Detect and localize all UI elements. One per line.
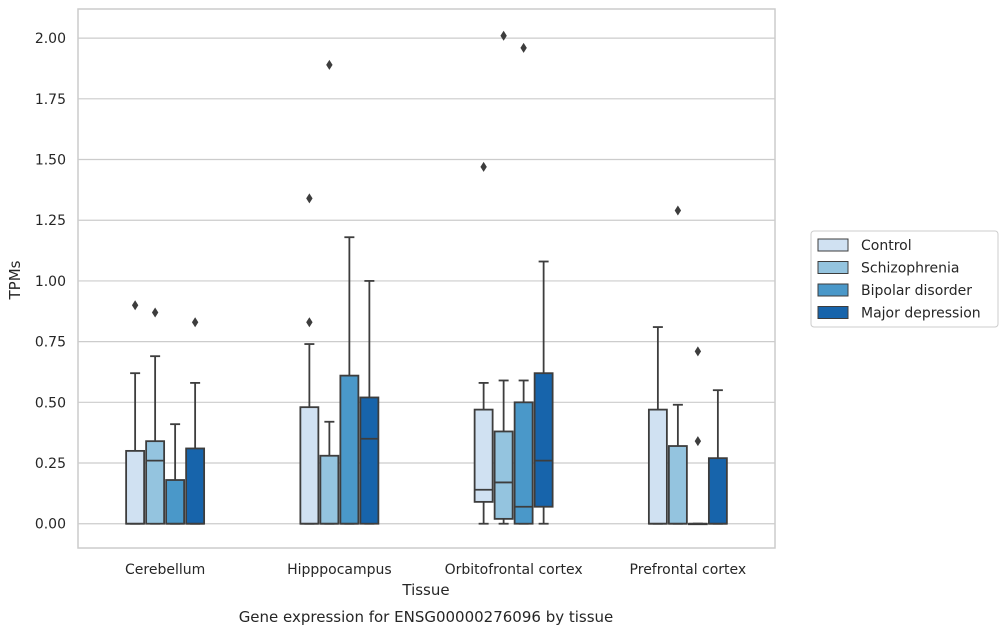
box (125, 449, 146, 525)
outlier-marker (520, 42, 527, 53)
box (299, 406, 320, 525)
x-axis-label: Tissue (401, 581, 449, 599)
legend: Control Schizophrenia Bipolar disorder Majo… (810, 230, 999, 328)
plot-boxes (125, 30, 728, 526)
box (667, 445, 688, 525)
box-group (647, 326, 668, 525)
box-group (339, 236, 360, 525)
outlier-marker (480, 161, 487, 172)
y-tick-label: 2.00 (35, 31, 66, 47)
legend-frame (810, 230, 999, 328)
box (493, 430, 514, 520)
chart-caption: Gene expression for ENSG00000276096 by t… (239, 608, 614, 626)
outlier-marker (326, 59, 333, 70)
outlier-marker (500, 30, 507, 41)
outlier-marker (694, 436, 702, 447)
y-tick-label: 1.75 (35, 92, 66, 108)
box (339, 374, 360, 525)
box-group (493, 30, 514, 525)
outlier-marker (151, 307, 159, 318)
x-tick-label: Prefrontal cortex (630, 562, 747, 578)
outlier-marker (694, 346, 702, 357)
box-group (687, 346, 708, 526)
box-group (145, 307, 166, 525)
box-group (667, 205, 688, 525)
box (473, 408, 494, 503)
y-tick-label: 1.50 (35, 153, 66, 169)
box-group (707, 389, 728, 525)
legend-label: Major depression (861, 306, 981, 322)
legend-swatch (817, 238, 849, 252)
y-tick-label: 0.00 (35, 517, 66, 533)
legend-label: Control (861, 238, 912, 254)
legend-label: Schizophrenia (861, 261, 959, 277)
box (513, 401, 534, 525)
box-group (533, 260, 554, 525)
plot-frame (77, 8, 776, 549)
legend-swatch (817, 261, 849, 274)
box-group (185, 317, 206, 525)
box-group (299, 193, 320, 525)
outlier-marker (674, 205, 682, 216)
box (647, 408, 668, 525)
box-group (359, 280, 380, 525)
y-axis-label: TPMs (6, 260, 24, 300)
box-group (473, 161, 494, 525)
outlier-marker (131, 300, 139, 311)
box (533, 372, 554, 508)
y-axis-ticks: 0.00 0.25 0.50 0.75 1.00 1.25 1.50 1.75 2.00 (35, 31, 66, 533)
y-tick-label: 1.00 (35, 274, 66, 290)
box (319, 454, 340, 525)
x-tick-label: Cerebellum (125, 562, 205, 578)
box-group (125, 300, 146, 525)
box-group (513, 42, 534, 525)
x-tick-label: Orbitofrontal cortex (445, 562, 583, 578)
legend-swatch (817, 306, 849, 319)
box (359, 396, 380, 525)
outlier-marker (306, 193, 313, 204)
outlier-marker (306, 317, 313, 328)
x-axis-ticks: Cerebellum Hipppocampus Orbitofrontal cort… (125, 562, 746, 578)
box (707, 457, 728, 525)
box (185, 447, 206, 525)
y-tick-label: 0.50 (35, 395, 66, 411)
y-tick-label: 0.25 (35, 456, 66, 472)
box-group (319, 59, 340, 525)
y-tick-label: 0.75 (35, 335, 66, 351)
legend-swatch (817, 283, 849, 297)
legend-label: Bipolar disorder (861, 283, 972, 299)
box-group (165, 423, 186, 525)
x-tick-label: Hipppocampus (287, 562, 392, 578)
y-tick-label: 1.25 (35, 213, 66, 229)
box (165, 479, 186, 525)
outlier-marker (191, 317, 199, 328)
box (145, 440, 166, 525)
